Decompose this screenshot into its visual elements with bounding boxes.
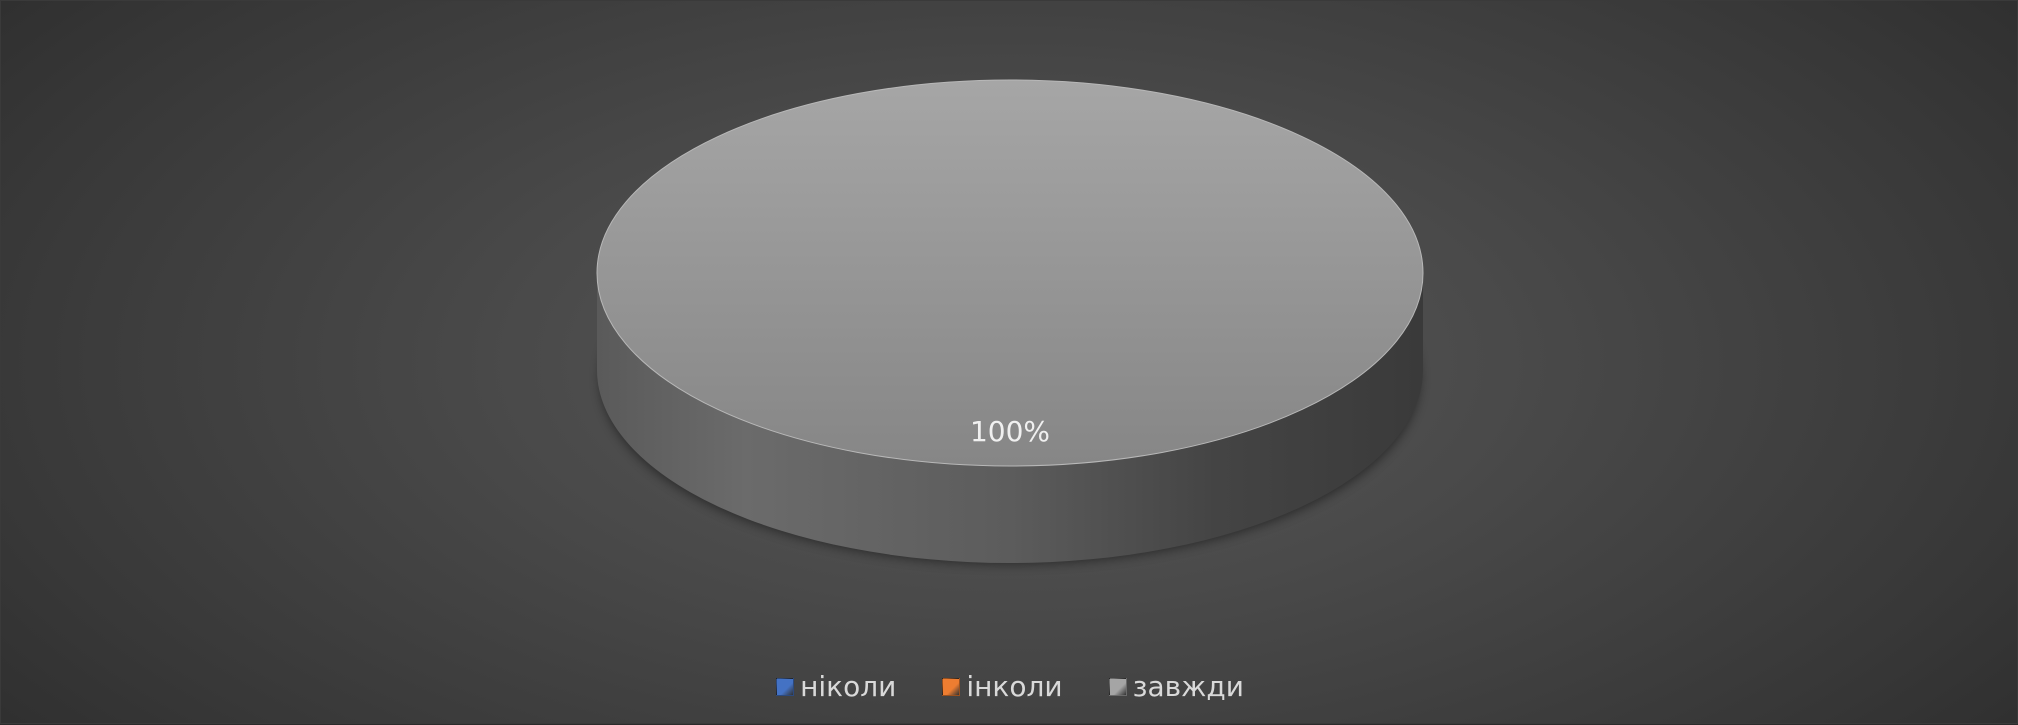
legend-label-sometimes: інколи — [966, 670, 1063, 703]
legend-item-always[interactable]: завжди — [1108, 670, 1244, 703]
legend-item-sometimes[interactable]: інколи — [942, 670, 1063, 703]
data-label-завжди: 100% — [970, 415, 1050, 448]
pie-slice-завжди-side — [597, 273, 1423, 563]
legend-label-always: завжди — [1132, 670, 1244, 703]
chart-legend: ніколи інколи завжди — [1, 665, 2018, 709]
legend-swatch-never — [776, 678, 795, 696]
pie-slice-завжди-top — [596, 79, 1424, 467]
legend-label-never: ніколи — [800, 670, 897, 703]
legend-swatch-always — [1108, 678, 1127, 696]
legend-swatch-sometimes — [942, 678, 961, 696]
legend-item-never[interactable]: ніколи — [776, 673, 896, 701]
